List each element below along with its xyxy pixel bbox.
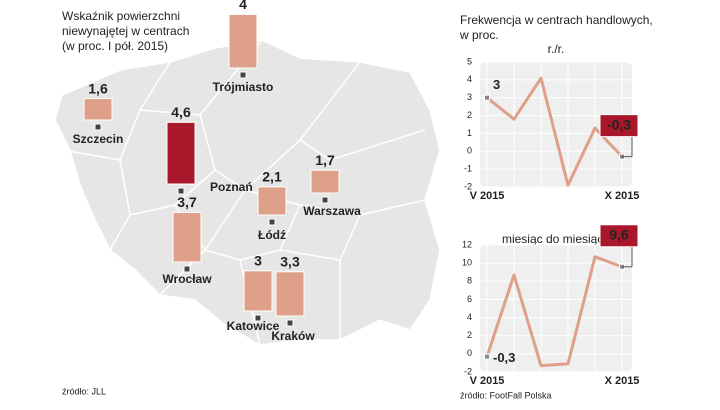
point-marker: [484, 94, 490, 101]
plot-area: [480, 62, 632, 187]
value-label-box: [599, 114, 639, 138]
y-tick-label: 12: [462, 239, 472, 249]
bar: [172, 211, 202, 263]
bar: [228, 13, 258, 69]
source: źródło: JLL: [62, 386, 106, 396]
value-label: 3,3: [280, 253, 300, 269]
y-tick-label: 6: [467, 294, 472, 304]
y-tick-label: 10: [462, 258, 472, 268]
value-label: 2,1: [262, 169, 282, 185]
y-tick-label: -1: [464, 164, 472, 174]
chart-title: w proc.: [459, 28, 499, 42]
value-label: -0,3: [493, 350, 515, 365]
x-tick-label: X 2015: [605, 190, 640, 202]
city-name: Szczecin: [73, 132, 124, 146]
city-marker: [94, 123, 102, 131]
city-name: Warszawa: [303, 204, 361, 218]
city-name: Wrocław: [162, 272, 212, 286]
city-name: Poznań: [210, 180, 253, 194]
y-tick-label: 1: [467, 128, 472, 138]
y-tick-label: 0: [467, 146, 472, 156]
poland-outline: [54, 39, 441, 346]
map: [54, 39, 441, 346]
value-label: 9,6: [609, 226, 629, 242]
bar: [275, 271, 305, 317]
x-tick-label: X 2015: [605, 375, 640, 387]
chart-subtitle: miesiąc do miesiąca: [502, 232, 610, 246]
y-tick-label: 4: [467, 74, 472, 84]
bar: [243, 270, 273, 312]
value-label-box: [599, 224, 639, 248]
city-name: Łódź: [258, 228, 286, 242]
value-label: 3: [493, 77, 500, 92]
line: [485, 255, 623, 368]
city-name: Trójmiasto: [213, 80, 274, 94]
y-tick-label: 2: [467, 110, 472, 120]
y-tick-label: 3: [467, 92, 472, 102]
bar: [166, 121, 196, 185]
city-marker: [268, 218, 276, 226]
value-label: 3: [254, 253, 262, 269]
city-name: Kraków: [271, 329, 315, 343]
bar: [83, 98, 113, 121]
city-marker: [177, 187, 185, 195]
y-tick-label: 5: [467, 56, 472, 66]
city-marker: [286, 319, 294, 327]
y-tick-label: 2: [467, 330, 472, 340]
chart-title: niewynajętej w centrach: [62, 24, 189, 38]
city-name: Katowice: [227, 319, 280, 333]
y-tick-label: -2: [464, 181, 472, 191]
x-tick-label: V 2015: [470, 190, 505, 202]
bar: [310, 169, 340, 194]
value-label: 1,7: [315, 152, 335, 168]
y-tick-label: 4: [467, 312, 472, 322]
city-marker: [239, 71, 247, 79]
x-tick-label: V 2015: [470, 375, 505, 387]
city-marker: [321, 196, 329, 204]
city-marker: [254, 314, 262, 322]
value-label: 4: [239, 0, 247, 12]
value-label: 3,7: [177, 194, 197, 210]
source: źródło: FootFall Polska: [460, 390, 552, 400]
chart-title: Frekwencja w centrach handlowych,: [460, 13, 653, 27]
y-tick-label: 0: [467, 348, 472, 358]
value-label: -0,3: [607, 116, 631, 132]
chart-title: Wskaźnik powierzchni: [62, 9, 180, 23]
y-tick-label: -2: [464, 366, 472, 376]
y-tick-label: 8: [467, 276, 472, 286]
value-label: 1,6: [88, 80, 108, 96]
city-marker: [183, 265, 191, 273]
value-label: 4,6: [171, 104, 191, 120]
chart-title: (w proc. I pół. 2015): [62, 39, 168, 53]
chart-subtitle: r./r.: [548, 42, 565, 56]
point-marker: [484, 353, 490, 360]
plot-area: [480, 245, 632, 372]
bar: [257, 186, 287, 216]
